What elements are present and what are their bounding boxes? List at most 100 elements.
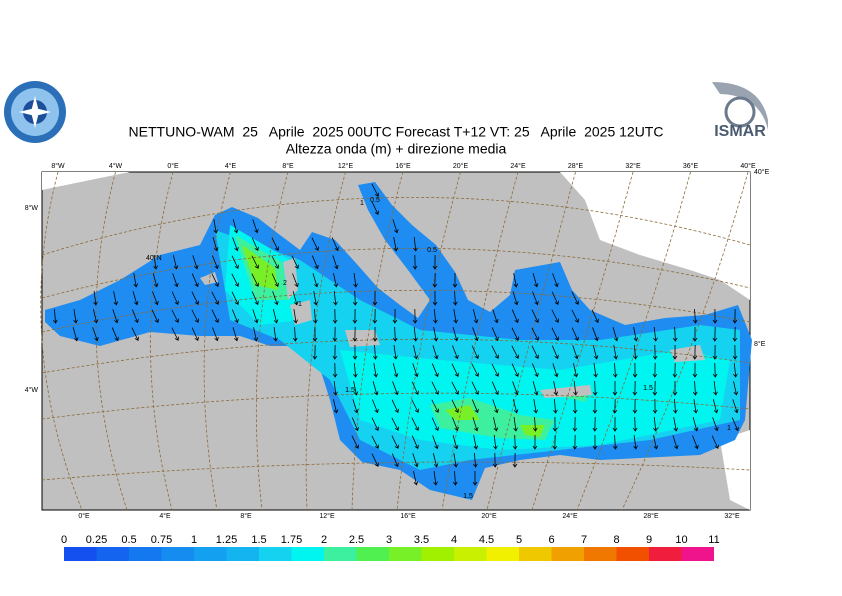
legend-swatch (519, 547, 552, 561)
legend-label: 3 (386, 534, 392, 546)
direction-arrow (733, 362, 738, 378)
direction-arrow (392, 363, 399, 378)
legend-swatch (324, 547, 357, 561)
direction-arrow (232, 327, 239, 342)
direction-arrow (352, 308, 358, 324)
direction-arrow (692, 326, 698, 342)
direction-arrow (411, 417, 419, 431)
direction-arrow (251, 237, 259, 252)
direction-arrow (372, 326, 378, 342)
direction-arrow (151, 309, 159, 323)
direction-arrow (531, 345, 539, 359)
direction-arrow (552, 434, 558, 450)
direction-arrow (472, 470, 478, 486)
legend-swatch (129, 547, 162, 561)
direction-arrow (572, 434, 578, 450)
direction-arrow (673, 398, 678, 414)
bottom-label: 20°E (481, 512, 497, 520)
direction-arrow (612, 380, 618, 396)
direction-arrow (531, 327, 539, 341)
legend-swatch (616, 547, 649, 561)
direction-arrow (551, 327, 559, 341)
direction-arrow (731, 417, 739, 432)
bottom-label: 32°E (724, 512, 740, 520)
legend-label: 1.5 (251, 534, 266, 546)
legend-swatch (291, 547, 324, 561)
top-label: 40°E (740, 162, 756, 170)
direction-arrow (371, 201, 379, 215)
direction-arrow (733, 381, 739, 396)
direction-arrow (412, 254, 418, 270)
direction-arrow (351, 435, 359, 449)
title: NETTUNO-WAM 25 Aprile 2025 00UTC Forecas… (129, 124, 664, 140)
direction-arrow (411, 399, 419, 413)
direction-arrow (592, 380, 598, 396)
direction-arrow (333, 290, 338, 306)
legend-label: 6 (548, 534, 554, 546)
direction-arrow (572, 398, 578, 414)
direction-arrow (431, 417, 439, 432)
top-label: 8°W (51, 162, 65, 170)
bottom-label: 0°E (78, 512, 90, 520)
direction-arrow (211, 291, 219, 305)
direction-arrow (313, 308, 318, 324)
direction-arrow (652, 380, 658, 396)
direction-arrow (272, 291, 279, 306)
direction-arrow (412, 308, 418, 324)
legend-swatch (226, 547, 259, 561)
direction-arrow (471, 399, 479, 414)
direction-arrow (153, 255, 158, 270)
direction-arrow (152, 291, 159, 306)
direction-arrow (111, 327, 119, 342)
direction-arrow (332, 255, 339, 270)
meridian (150, 171, 174, 511)
direction-arrow (393, 237, 399, 252)
direction-arrow (532, 273, 539, 288)
direction-arrow (491, 381, 499, 396)
meridian (396, 171, 461, 511)
direction-arrow (592, 416, 598, 432)
direction-arrow (433, 471, 438, 486)
direction-arrow (413, 345, 419, 360)
contour-label: 1 (727, 425, 731, 432)
direction-arrow (192, 255, 199, 270)
direction-arrow (371, 435, 379, 449)
bottom-label: 28°E (643, 512, 659, 520)
direction-arrow (712, 362, 718, 378)
direction-arrow (392, 308, 398, 324)
arrows (53, 183, 739, 486)
direction-arrow (393, 345, 398, 360)
direction-arrow (392, 219, 399, 234)
parallel (41, 289, 751, 333)
direction-arrow (512, 452, 518, 468)
contour-label: 2 (283, 280, 287, 287)
direction-arrow (432, 345, 439, 360)
direction-arrow (392, 381, 399, 396)
legend-label: 0 (61, 534, 67, 546)
legend-label: 10 (675, 534, 687, 546)
legend-label: 4 (451, 534, 457, 546)
land-white (560, 172, 750, 300)
direction-arrow (353, 273, 358, 288)
direction-arrow (392, 326, 398, 342)
bottom-label: 8°E (240, 512, 252, 520)
direction-arrow (251, 273, 259, 287)
direction-arrow (72, 327, 79, 342)
subtitle: Altezza onda (m) + direzione media (286, 141, 507, 157)
direction-arrow (452, 417, 459, 432)
direction-arrow (471, 345, 479, 360)
direction-arrow (432, 435, 439, 450)
contour-label: 1 (298, 301, 302, 308)
direction-arrow (313, 291, 319, 306)
direction-arrow (251, 291, 259, 306)
direction-arrow (592, 434, 598, 450)
direction-arrow (333, 399, 339, 414)
direction-arrow (372, 399, 379, 414)
direction-arrow (451, 363, 459, 377)
right-label: 8°E (754, 340, 766, 348)
direction-arrow (692, 362, 698, 378)
direction-arrow (432, 272, 438, 288)
direction-arrow (613, 345, 619, 360)
direction-arrow (692, 380, 698, 396)
direction-arrow (551, 291, 559, 306)
